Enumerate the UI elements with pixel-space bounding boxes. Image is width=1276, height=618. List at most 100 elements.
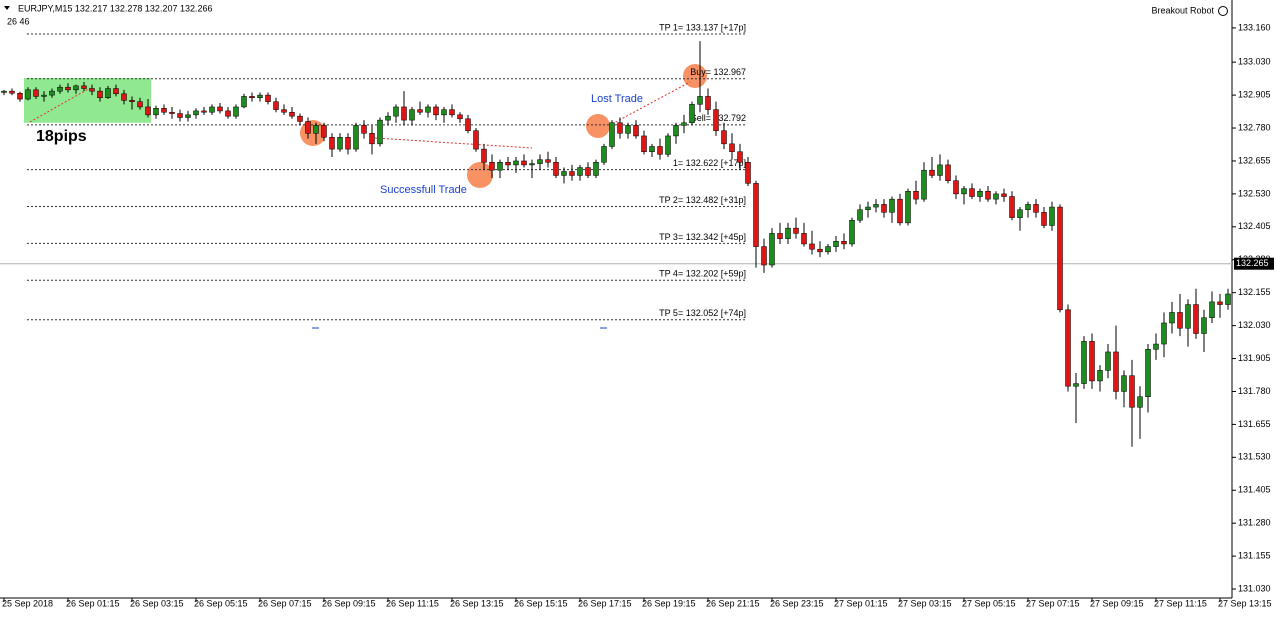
candle-body (1201, 317, 1207, 334)
candle-body (393, 106, 399, 117)
candle-body (257, 94, 263, 98)
y-tick-label: 131.905 (1238, 353, 1271, 363)
x-tick-label: 27 Sep 03:15 (898, 598, 952, 608)
candle-body (857, 209, 863, 221)
candle-body (441, 109, 447, 116)
candle-body (1025, 204, 1031, 210)
candle-body (433, 106, 439, 116)
candle-body (281, 109, 287, 113)
candle-body (121, 93, 127, 101)
candle-body (1153, 343, 1159, 350)
candle-body (793, 227, 799, 234)
level-label: 1= 132.622 [+17p] (673, 158, 746, 168)
candle-body (1041, 212, 1047, 226)
candle-body (609, 122, 615, 147)
candle-body (241, 96, 247, 108)
candle-body (833, 241, 839, 247)
candle-body (49, 90, 55, 96)
trade-line (29, 87, 91, 123)
candle-body (753, 183, 759, 247)
candle-body (305, 121, 311, 134)
candle-body (1033, 204, 1039, 213)
candle-body (425, 106, 431, 113)
candle-body (153, 108, 159, 116)
x-tick-label: 26 Sep 23:15 (770, 598, 824, 608)
candle-body (1001, 193, 1007, 197)
candle-body (969, 188, 975, 197)
candle-body (97, 90, 103, 98)
candle-body (873, 204, 879, 208)
candle-body (673, 125, 679, 137)
level-label: TP 3= 132.342 [+45p] (659, 232, 746, 242)
sub-header: 26 46 (7, 16, 30, 26)
x-tick-label: 26 Sep 05:15 (194, 598, 248, 608)
candle-body (273, 101, 279, 110)
candle-body (369, 133, 375, 145)
candle-body (785, 227, 791, 239)
candle-body (881, 204, 887, 213)
x-tick-label: 26 Sep 09:15 (322, 598, 376, 608)
level-label: TP 4= 132.202 [+59p] (659, 269, 746, 279)
candle-body (1049, 206, 1055, 226)
candle-body (737, 151, 743, 163)
candle-body (225, 110, 231, 117)
candle-body (1177, 312, 1183, 329)
candle-body (809, 243, 815, 250)
candle-body (529, 163, 535, 166)
candle-body (1129, 375, 1135, 408)
candle-body (561, 171, 567, 176)
current-price-box (1234, 257, 1274, 270)
candle-body (769, 233, 775, 266)
candle-body (937, 164, 943, 176)
candle-body (41, 94, 47, 97)
candle-body (313, 125, 319, 134)
candle-body (505, 162, 511, 166)
y-tick-label: 131.530 (1238, 452, 1271, 462)
candle-body (161, 108, 167, 113)
y-tick-label: 131.405 (1238, 485, 1271, 495)
x-tick-label: 27 Sep 09:15 (1090, 598, 1144, 608)
x-tick-label: 26 Sep 19:15 (642, 598, 696, 608)
candle-body (1089, 341, 1095, 382)
candle-body (1169, 312, 1175, 324)
candle-body (137, 101, 143, 108)
candle-body (1145, 349, 1151, 397)
candle-body (217, 106, 223, 112)
candle-body (1105, 351, 1111, 371)
candle-body (233, 106, 239, 117)
x-tick-label: 27 Sep 11:15 (1154, 598, 1207, 608)
annotation: Successfull Trade (380, 184, 467, 196)
candle-body (641, 135, 647, 152)
candle-body (705, 96, 711, 110)
candle-body (9, 90, 15, 94)
candle-body (617, 122, 623, 134)
candle-body (361, 125, 367, 134)
candle-body (537, 159, 543, 164)
candle-body (513, 160, 519, 166)
candle-body (265, 94, 271, 102)
x-tick-label: 27 Sep 01:15 (834, 598, 888, 608)
trade-line (611, 81, 691, 125)
candle-body (1193, 304, 1199, 334)
candle-body (577, 167, 583, 176)
trade-marker (683, 64, 707, 88)
candle-body (473, 130, 479, 150)
level-label: TP 5= 132.052 [+74p] (659, 308, 746, 318)
candle-body (1065, 309, 1071, 387)
candle-body (185, 114, 191, 118)
candle-body (1137, 396, 1143, 408)
candle-body (1073, 383, 1079, 387)
candle-body (817, 248, 823, 253)
candle-body (457, 114, 463, 120)
candle-body (17, 93, 23, 100)
y-tick-label: 131.655 (1238, 419, 1271, 429)
candle-body (929, 169, 935, 176)
candle-body (1185, 304, 1191, 329)
x-tick-label: 26 Sep 21:15 (706, 598, 760, 608)
x-tick-label: 26 Sep 17:15 (578, 598, 632, 608)
y-tick-label: 132.655 (1238, 155, 1271, 165)
candle-body (985, 191, 991, 200)
x-tick-label: 27 Sep 13:15 (1218, 598, 1272, 608)
candle-body (289, 111, 295, 117)
candle-body (633, 125, 639, 137)
